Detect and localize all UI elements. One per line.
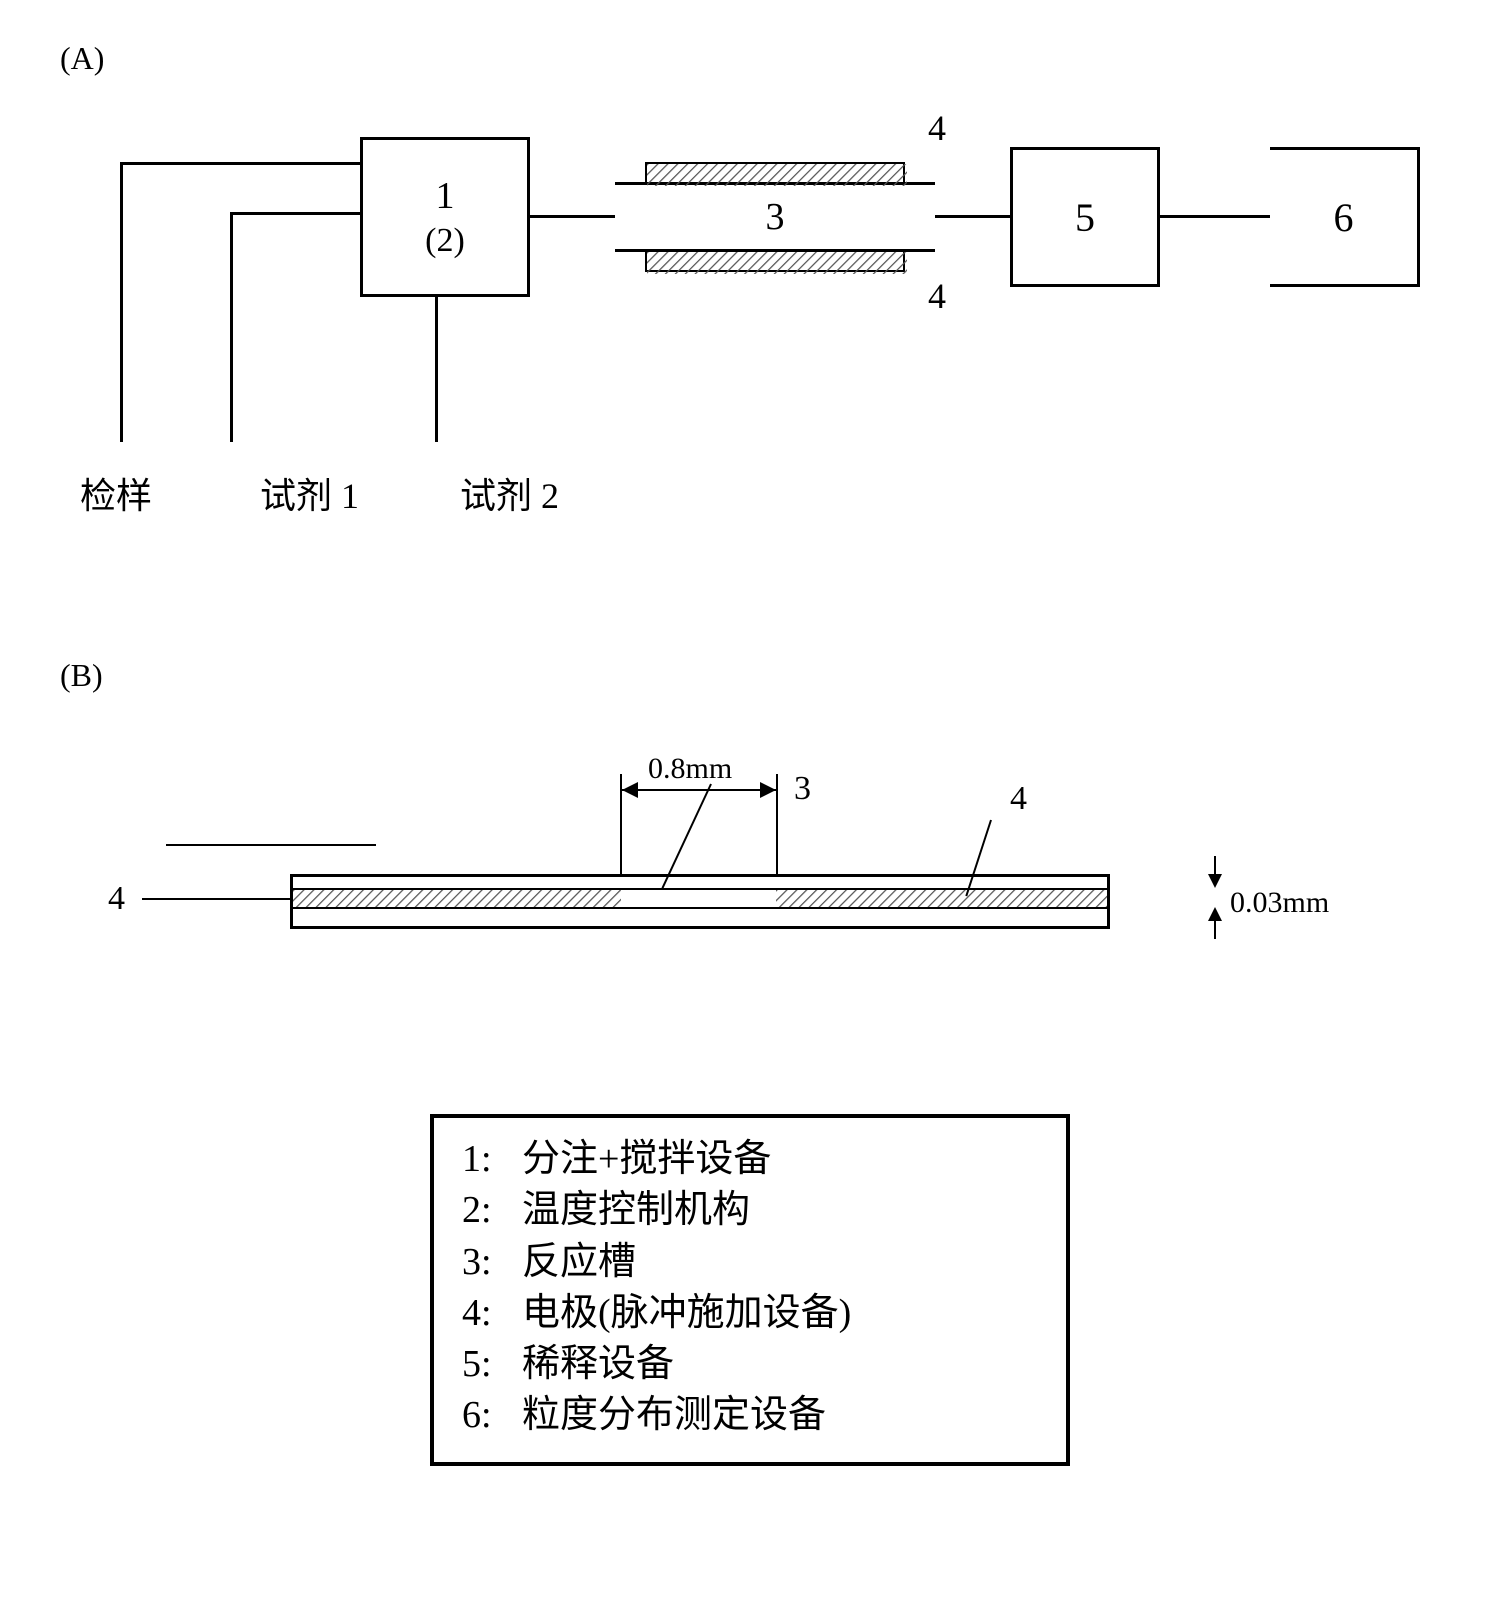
legend-desc: 温度控制机构	[522, 1185, 1038, 1236]
cross-section-electrode-left	[293, 890, 621, 907]
panel-b-label: (B)	[60, 657, 1439, 694]
legend-desc: 电极(脉冲施加设备)	[522, 1288, 1038, 1339]
dimension-height-arrow-bot	[1208, 907, 1222, 921]
electrode-top	[645, 162, 905, 184]
input-sample-label: 检样	[80, 467, 152, 519]
dimension-width-arrow-right	[760, 782, 776, 798]
box6-num: 6	[1334, 194, 1354, 241]
legend: 1: 分注+搅拌设备 2: 温度控制机构 3: 反应槽 4: 电极(脉冲施加设备…	[430, 1114, 1070, 1466]
electrode-bottom	[645, 250, 905, 272]
cross-section-flow-bot	[290, 907, 1110, 909]
leader-electrode-left-label: 4	[108, 880, 125, 918]
input-reagent1-label: 试剂 1	[260, 467, 359, 519]
connector-sample-v	[120, 162, 123, 442]
dimension-height-vline-bot	[1214, 919, 1216, 939]
leader-electrode-left-line	[142, 898, 292, 900]
legend-desc: 稀释设备	[522, 1339, 1038, 1390]
dimension-width-ext-left	[620, 774, 622, 874]
legend-num: 1:	[462, 1134, 522, 1185]
connector-1-3	[530, 215, 615, 218]
box-particle-measure: 6	[1270, 147, 1420, 287]
box-dispense-stir: 1 (2)	[360, 137, 530, 297]
dimension-width-label: 0.8mm	[648, 752, 732, 786]
leader-4-right-extension	[166, 844, 376, 846]
diagram-a: 1 (2) 3 4 4 5 6 检样 试剂 1 试剂 2	[60, 117, 1439, 477]
legend-num: 3:	[462, 1237, 522, 1288]
legend-num: 4:	[462, 1288, 522, 1339]
connector-reagent1-h	[230, 212, 360, 215]
dimension-width-ext-right	[776, 774, 778, 874]
dimension-width-arrow-left	[622, 782, 638, 798]
box-dilution: 5	[1010, 147, 1160, 287]
legend-num: 2:	[462, 1185, 522, 1236]
diagram-b: 0.8mm 3 4 4	[60, 734, 1439, 994]
legend-row: 5: 稀释设备	[462, 1339, 1038, 1390]
dimension-height-label: 0.03mm	[1230, 886, 1329, 920]
panel-a: (A) 1 (2) 3 4 4 5	[60, 40, 1439, 477]
leader-3-label: 3	[794, 770, 811, 808]
connector-reagent2-v	[435, 297, 438, 442]
legend-row: 2: 温度控制机构	[462, 1185, 1038, 1236]
legend-desc: 反应槽	[522, 1237, 1038, 1288]
connector-reagent1-v	[230, 212, 233, 442]
leader-3-line	[661, 784, 711, 889]
reaction-tank-label: 3	[766, 195, 785, 239]
connector-5-6	[1160, 215, 1270, 218]
legend-row: 1: 分注+搅拌设备	[462, 1134, 1038, 1185]
cross-section	[290, 874, 1110, 929]
legend-desc: 粒度分布测定设备	[522, 1390, 1038, 1441]
panel-b: (B) 0.8mm 3 4 4	[60, 657, 1439, 994]
box5-num: 5	[1075, 194, 1095, 241]
legend-num: 5:	[462, 1339, 522, 1390]
dimension-width-line	[620, 789, 778, 791]
connector-3-5	[935, 215, 1010, 218]
legend-desc: 分注+搅拌设备	[522, 1134, 1038, 1185]
input-reagent2-label: 试剂 2	[460, 467, 559, 519]
legend-row: 4: 电极(脉冲施加设备)	[462, 1288, 1038, 1339]
legend-row: 3: 反应槽	[462, 1237, 1038, 1288]
reaction-tank: 3	[615, 182, 935, 252]
legend-num: 6:	[462, 1390, 522, 1441]
electrode-bot-label: 4	[928, 275, 946, 317]
legend-row: 6: 粒度分布测定设备	[462, 1390, 1038, 1441]
leader-4-right-label: 4	[1010, 780, 1027, 818]
dimension-height-arrow-top	[1208, 874, 1222, 888]
electrode-top-label: 4	[928, 107, 946, 149]
connector-sample-h	[120, 162, 360, 165]
box1-num: 1	[436, 174, 455, 218]
cross-section-electrode-right	[776, 890, 1107, 907]
dimension-height-vline-top	[1214, 856, 1216, 876]
box1-subnum: (2)	[425, 222, 465, 260]
panel-a-label: (A)	[60, 40, 1439, 77]
